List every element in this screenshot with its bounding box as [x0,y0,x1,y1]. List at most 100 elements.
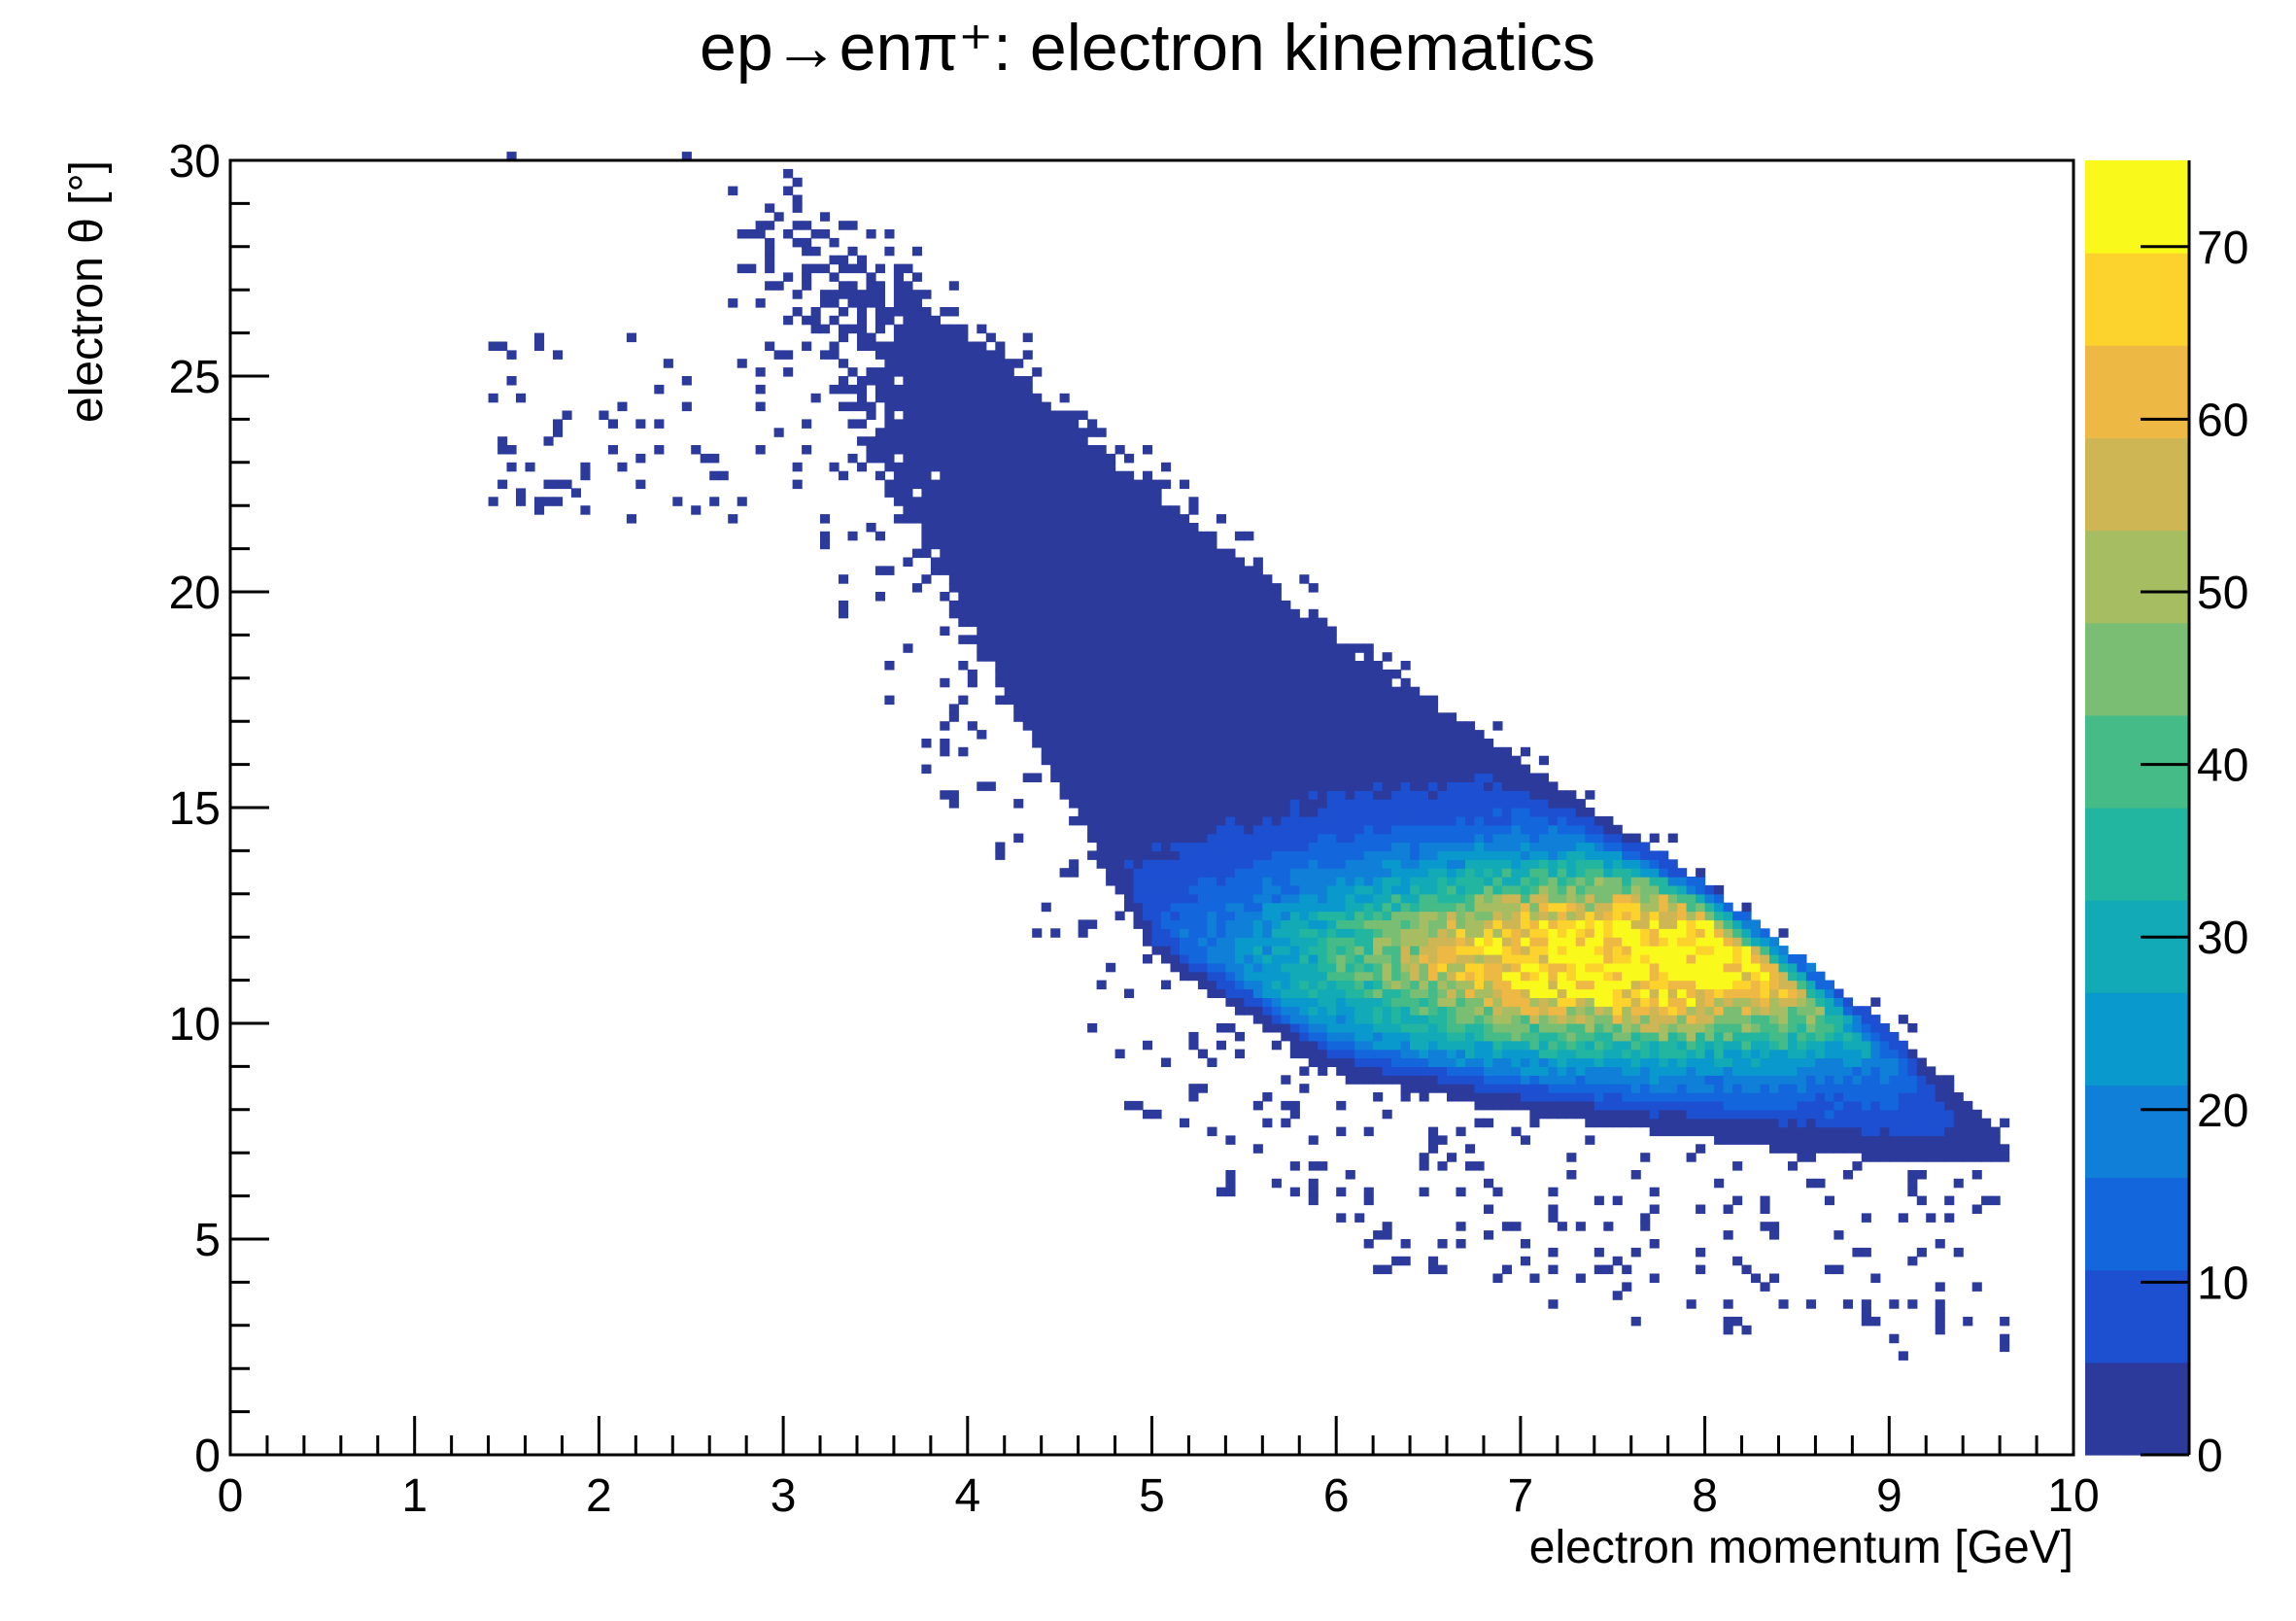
heatmap-bin [1585,1050,1594,1059]
heatmap-bin [1106,635,1115,644]
heatmap-bin [1889,1299,1899,1309]
heatmap-bin [820,212,830,222]
heatmap-bin [1603,963,1613,973]
heatmap-bin [1788,1023,1798,1033]
heatmap-bin [1714,1041,1724,1051]
heatmap-bin [1687,912,1696,921]
heatmap-bin [1833,1050,1843,1059]
heatmap-bin [995,532,1005,541]
heatmap-bin [949,307,959,317]
heatmap-bin [1042,532,1051,541]
heatmap-bin [1161,730,1171,740]
heatmap-bin [1447,843,1456,852]
heatmap-bin [1346,1023,1355,1033]
heatmap-bin [1484,834,1493,844]
heatmap-bin [553,419,563,429]
heatmap-bin [1327,816,1337,826]
heatmap-bin [1180,946,1189,955]
heatmap-bin [1714,963,1724,973]
heatmap-bin [1539,997,1549,1007]
heatmap-bin [1364,670,1374,679]
heatmap-bin [1253,739,1263,748]
heatmap-bin [1833,1015,1843,1024]
heatmap-bin [1327,928,1337,938]
heatmap-bin [1042,747,1051,757]
heatmap-bin [1880,1084,1890,1093]
heatmap-bin [1521,843,1530,852]
heatmap-bin [1769,989,1779,999]
heatmap-bin [958,488,968,498]
heatmap-bin [1087,480,1097,490]
heatmap-bin [1235,696,1245,706]
heatmap-bin [1383,739,1392,748]
heatmap-bin [1410,919,1420,929]
heatmap-bin [1346,859,1355,869]
heatmap-bin [1188,652,1198,662]
heatmap-bin [1180,919,1189,929]
heatmap-bin [1013,480,1023,490]
heatmap-bin [1401,989,1411,999]
heatmap-bin [1161,774,1171,783]
heatmap-bin [1825,1032,1834,1042]
heatmap-bin [1769,997,1779,1007]
heatmap-bin [986,367,996,377]
heatmap-bin [1087,532,1097,541]
heatmap-bin [1769,981,1779,990]
heatmap-bin [1907,1101,1917,1111]
heatmap-bin [1217,756,1226,766]
heatmap-bin [1529,894,1539,904]
heatmap-bin [1217,609,1226,619]
heatmap-bin [1724,1058,1733,1068]
heatmap-bin [1225,618,1235,628]
heatmap-bin [1511,1222,1521,1231]
heatmap-bin [1751,1015,1761,1024]
heatmap-bin [1447,834,1456,844]
heatmap-bin [1465,850,1475,860]
colorbar-segment [2085,1270,2189,1363]
heatmap-bin [2000,1334,2009,1344]
heatmap-bin [1042,609,1051,619]
heatmap-bin [1272,834,1282,844]
heatmap-bin [1889,1058,1899,1068]
heatmap-bin [1815,1041,1825,1051]
heatmap-bin [1761,928,1770,938]
heatmap-bin [1650,1092,1660,1102]
heatmap-bin [1050,523,1060,533]
heatmap-bin [1106,480,1115,490]
heatmap-bin [1705,963,1715,973]
heatmap-bin [1161,799,1171,809]
heatmap-bin [793,463,803,472]
heatmap-bin [1069,678,1079,688]
heatmap-bin [884,307,894,317]
heatmap-bin [1115,497,1125,506]
heatmap-bin [1087,488,1097,498]
heatmap-bin [1447,1092,1456,1102]
heatmap-bin [1585,981,1594,990]
heatmap-bin [1465,1015,1475,1024]
heatmap-bin [1161,523,1171,533]
heatmap-bin [1833,1092,1843,1102]
heatmap-bin [1134,808,1144,817]
heatmap-bin [617,402,627,412]
heatmap-bin [1253,954,1263,964]
heatmap-bin [1548,1092,1558,1102]
heatmap-bin [1907,1119,1917,1128]
heatmap-bin [1198,903,1208,913]
heatmap-bin [1383,1015,1392,1024]
colorbar-segment [2085,900,2189,993]
heatmap-bin [1907,1179,1917,1189]
heatmap-bin [1907,1023,1917,1033]
heatmap-bin [1779,1041,1789,1051]
heatmap-bin [1502,816,1512,826]
heatmap-bin [1806,989,1816,999]
heatmap-bin [1640,894,1650,904]
heatmap-bin [1106,592,1115,602]
heatmap-bin [1806,1101,1816,1111]
heatmap-bin [1944,1110,1954,1120]
heatmap-bin [1097,454,1107,464]
heatmap-bin [1383,919,1392,929]
heatmap-bin [1207,781,1217,791]
heatmap-bin [1603,937,1613,947]
heatmap-bin [1225,850,1235,860]
heatmap-bin [1410,747,1420,757]
